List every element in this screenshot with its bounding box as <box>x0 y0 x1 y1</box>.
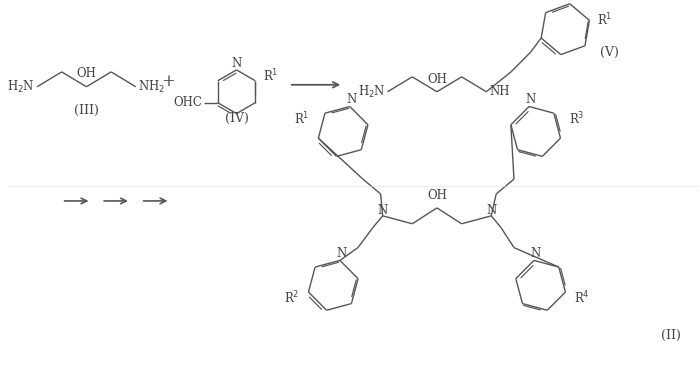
Text: R$^3$: R$^3$ <box>569 110 584 127</box>
Text: NH$_2$: NH$_2$ <box>138 79 164 95</box>
Text: (III): (III) <box>74 104 99 117</box>
Text: N: N <box>232 58 242 70</box>
Text: +: + <box>162 73 175 90</box>
Text: OH: OH <box>427 190 447 203</box>
Text: OH: OH <box>427 73 447 86</box>
Text: H$_2$N: H$_2$N <box>358 84 386 100</box>
Text: OHC: OHC <box>173 96 202 109</box>
Text: N: N <box>337 247 347 260</box>
Text: (II): (II) <box>661 328 681 342</box>
Text: R$^1$: R$^1$ <box>597 12 612 29</box>
Text: N: N <box>526 93 536 106</box>
Text: OH: OH <box>76 68 97 80</box>
Text: N: N <box>486 204 496 217</box>
Text: R$^1$: R$^1$ <box>263 68 279 84</box>
Text: R$^4$: R$^4$ <box>574 290 590 306</box>
Text: NH: NH <box>489 85 510 98</box>
Text: N: N <box>531 247 541 260</box>
Text: (IV): (IV) <box>225 112 248 125</box>
Text: R$^1$: R$^1$ <box>294 110 309 127</box>
Text: N: N <box>346 93 357 106</box>
Text: H$_2$N: H$_2$N <box>7 79 35 95</box>
Text: (V): (V) <box>601 46 620 59</box>
Text: N: N <box>377 204 388 217</box>
Text: R$^2$: R$^2$ <box>284 290 300 306</box>
